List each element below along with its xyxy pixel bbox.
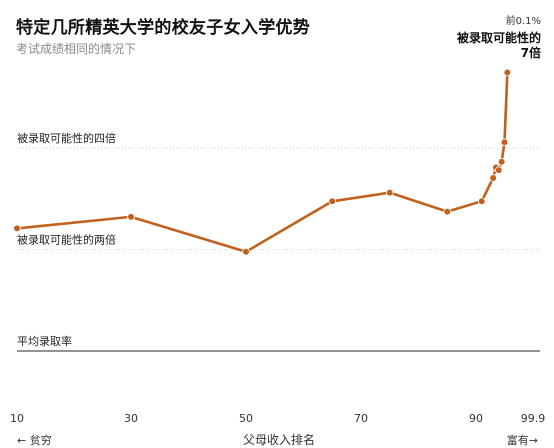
series-line (15, 71, 509, 254)
chart-title: 特定几所精英大学的校友子女入学优势 (16, 18, 311, 38)
chart-subtitle: 考试成绩相同的情况下 (16, 42, 137, 56)
x-tick-label: 99.9 (521, 412, 546, 425)
data-point (477, 197, 486, 206)
x-axis-left-label: ← 贫穷 (17, 433, 52, 447)
reference-label: 平均录取率 (17, 334, 72, 348)
data-point (489, 174, 497, 182)
x-tick-label: 70 (354, 412, 368, 425)
x-tick-label: 50 (239, 412, 253, 425)
data-point (503, 68, 512, 77)
x-axis-title: 父母收入排名 (243, 432, 315, 447)
x-tick-label: 30 (124, 412, 138, 425)
data-series (13, 68, 512, 256)
x-tick-label: 90 (469, 412, 483, 425)
reference-label: 被录取可能性的两倍 (17, 233, 116, 247)
x-axis-right-label: 富有→ (507, 433, 538, 447)
data-point (497, 158, 506, 166)
data-point (13, 224, 21, 233)
data-point (385, 188, 394, 197)
data-point (328, 197, 337, 206)
data-point (443, 207, 452, 216)
x-axis: 10 30 50 70 90 99.9 ← 贫穷 父母收入排名 富有→ (10, 412, 545, 447)
data-point (242, 247, 250, 256)
data-point (127, 213, 135, 221)
annotation-value: 7倍 (521, 45, 541, 60)
data-point (494, 166, 503, 174)
annotation-line: 被录取可能性的 (457, 30, 541, 45)
data-point (500, 138, 509, 147)
x-tick-label: 10 (10, 412, 24, 425)
annotation-top-label: 前0.1% (506, 14, 541, 27)
reference-label: 被录取可能性的四倍 (17, 131, 116, 145)
